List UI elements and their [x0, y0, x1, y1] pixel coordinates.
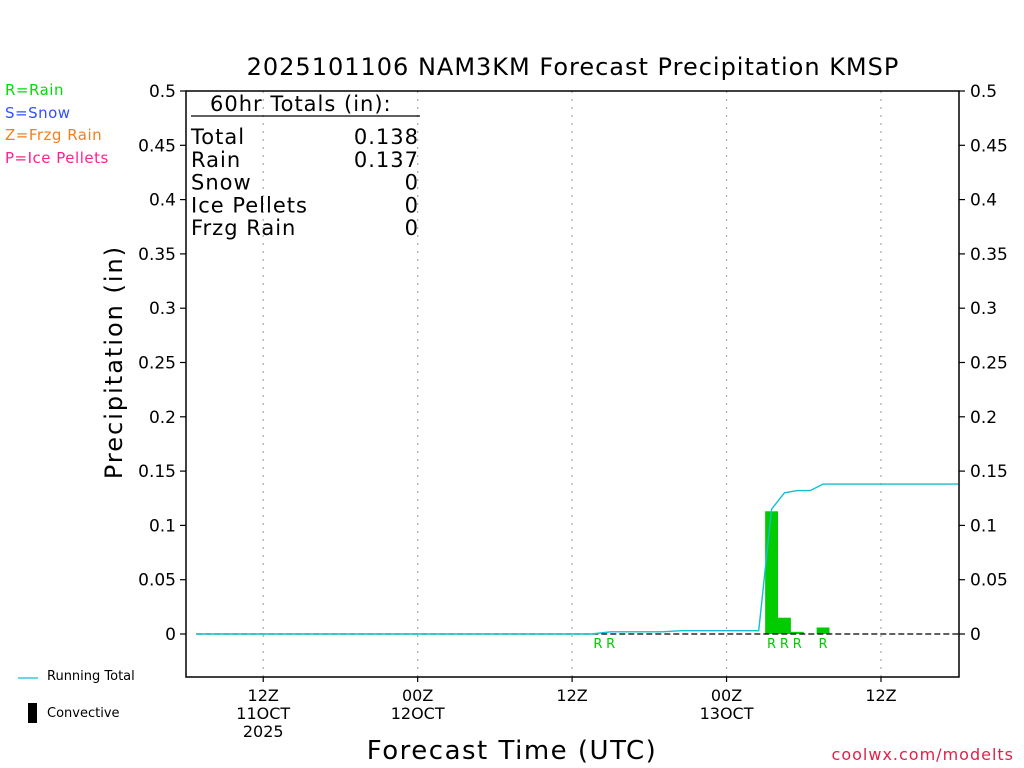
y-axis-left: 0 0.05 0.1 0.15 0.2 0.25 0.3 0.35 0.4 0.45 0.5 [138, 82, 186, 645]
x-tick-label: 00Z [402, 686, 433, 705]
running-total-line [196, 483, 959, 635]
precip-marker-2: R [767, 637, 776, 652]
legend-snow: S=Snow [5, 104, 71, 122]
y-tick-label-right: 0.2 [970, 408, 997, 428]
chart-title: 2025101106 NAM3KM Forecast Precipitation… [247, 53, 900, 81]
y-tick-label-right: 0.3 [970, 299, 997, 319]
convective-legend-swatch [28, 703, 37, 723]
x-tick-label: 12Z [865, 686, 896, 705]
y-tick-label-left: 0.15 [138, 462, 176, 482]
convective-legend-label: Convective [47, 706, 120, 721]
y-tick-label-left: 0.25 [138, 354, 176, 374]
y-axis-right: 0 0.05 0.1 0.15 0.2 0.25 0.3 0.35 0.4 0.45 0.5 [959, 82, 1008, 645]
precip-marker-3: R [780, 637, 789, 652]
totals-heading: 60hr Totals (in): [210, 92, 392, 116]
precip-marker-0: R [593, 637, 602, 652]
running-total-legend-label: Running Total [47, 669, 135, 684]
totals-row-label: Snow [191, 171, 252, 195]
y-tick-label-left: 0.45 [138, 136, 176, 156]
precip-marker-1: R [606, 637, 615, 652]
totals-row-value: 0 [405, 193, 419, 217]
totals-row-value: 0.138 [354, 125, 419, 149]
precip-marker-4: R [793, 637, 802, 652]
y-tick-label-right: 0.25 [970, 354, 1008, 374]
totals-row-label: Total [190, 125, 245, 149]
x-tick-label: 12OCT [391, 704, 445, 723]
y-tick-label-right: 0.15 [970, 462, 1008, 482]
running-total-series [196, 483, 959, 635]
y-tick-label-left: 0.5 [149, 82, 176, 102]
x-tick-label: 13OCT [700, 704, 754, 723]
y-tick-label-right: 0.35 [970, 245, 1008, 265]
legend-frzg-rain: Z=Frzg Rain [5, 126, 103, 144]
totals-row-value: 0 [405, 171, 419, 195]
y-tick-label-left: 0.2 [149, 408, 176, 428]
x-tick-label: 2025 [243, 722, 284, 741]
y-tick-label-left: 0.05 [138, 571, 176, 591]
y-axis-label: Precipitation (in) [100, 245, 128, 479]
y-tick-label-left: 0.3 [149, 299, 176, 319]
y-tick-label-left: 0.4 [149, 191, 176, 211]
credit-link[interactable]: coolwx.com/modelts [831, 745, 1014, 764]
bar-series [765, 511, 830, 634]
x-axis-label: Forecast Time (UTC) [367, 736, 658, 766]
y-tick-label-left: 0.1 [149, 516, 176, 536]
bar-3 [816, 627, 830, 634]
precip-marker-5: R [819, 637, 828, 652]
totals-box: 60hr Totals (in): Total 0.138 Rain 0.137 Snow… [190, 92, 420, 240]
legend-rain: R=Rain [5, 81, 64, 99]
x-tick-label: 00Z [711, 686, 742, 705]
y-tick-label-right: 0.4 [970, 191, 997, 211]
bar-1 [778, 617, 791, 634]
plot-frame [185, 90, 960, 678]
y-tick-label-right: 0.05 [970, 571, 1008, 591]
totals-row-label: Ice Pellets [191, 193, 308, 217]
y-tick-label-right: 0.1 [970, 516, 997, 536]
totals-row-label: Frzg Rain [191, 216, 296, 240]
bar-0 [765, 511, 779, 634]
x-tick-label: 11OCT [236, 704, 290, 723]
totals-row-label: Rain [191, 148, 241, 172]
y-tick-label-left: 0.35 [138, 245, 176, 265]
x-tick-label: 12Z [556, 686, 587, 705]
y-tick-label-right: 0.5 [970, 82, 997, 102]
grid-lines [262, 91, 882, 677]
y-tick-label-left: 0 [165, 625, 176, 645]
legend-ice-pellets: P=Ice Pellets [5, 149, 109, 167]
totals-row-value: 0.137 [354, 148, 419, 172]
totals-row-value: 0 [405, 216, 419, 240]
y-tick-label-right: 0 [970, 625, 981, 645]
x-tick-label: 12Z [248, 686, 279, 705]
bar-2 [790, 631, 804, 634]
y-tick-label-right: 0.45 [970, 136, 1008, 156]
